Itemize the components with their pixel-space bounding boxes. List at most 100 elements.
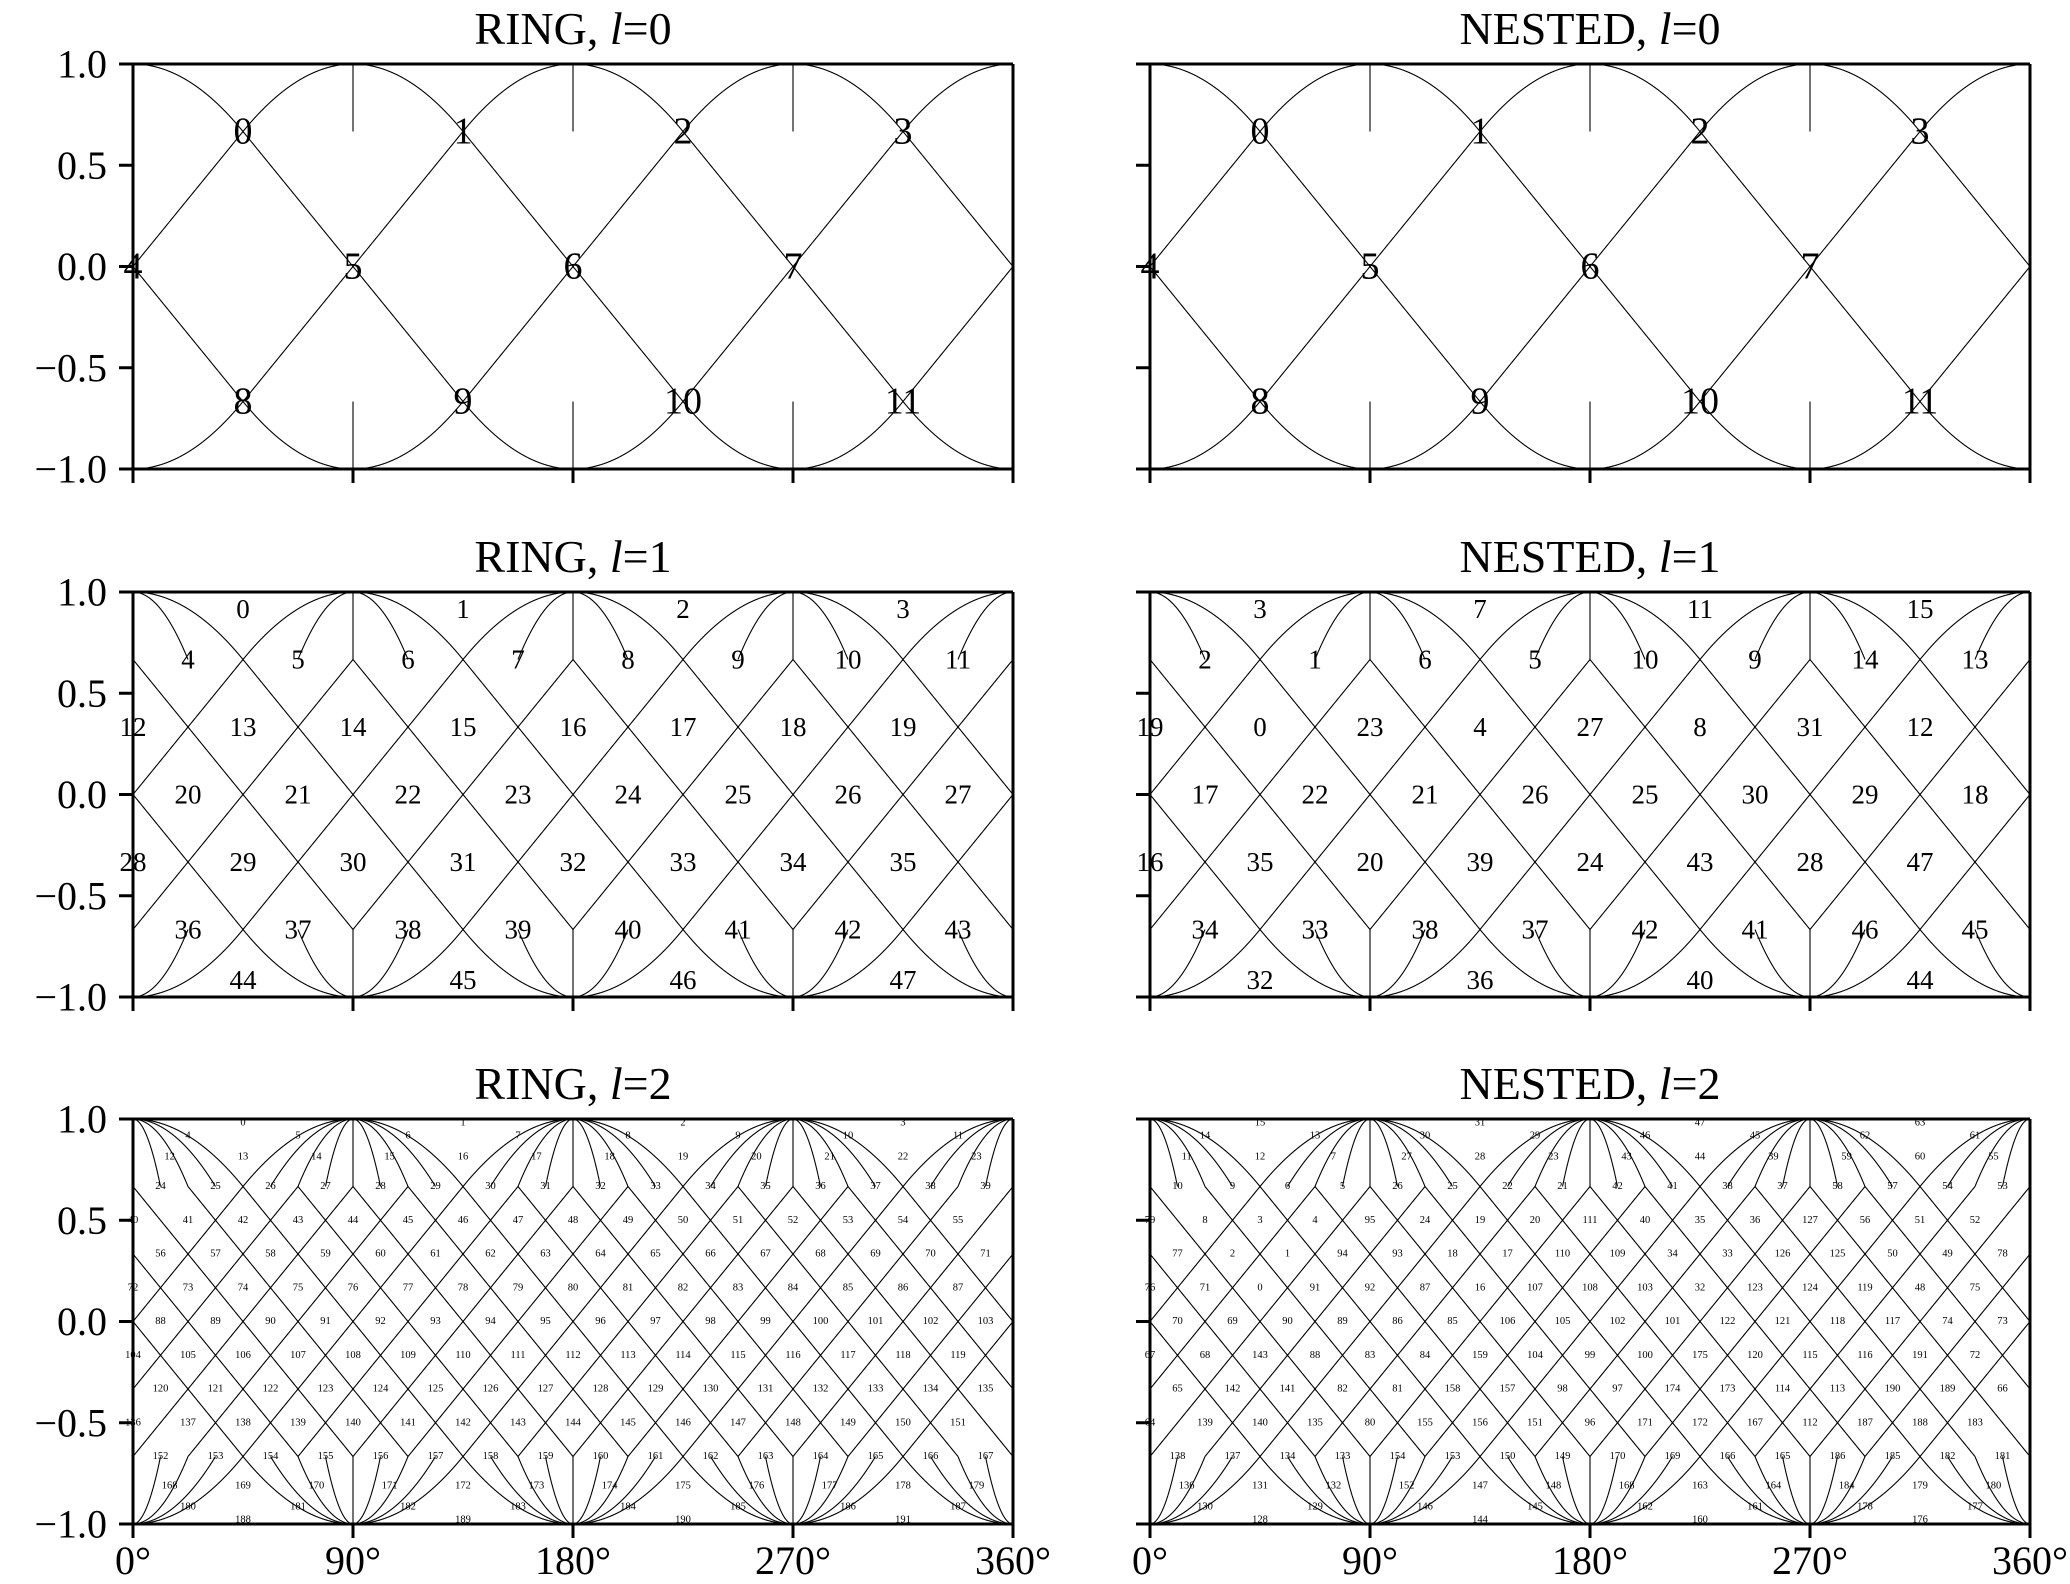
pixel-label: 120 bbox=[153, 1384, 169, 1395]
pixel-boundary bbox=[902, 1320, 1013, 1457]
pixel-boundary bbox=[1947, 1456, 2030, 1524]
pixel-label: 51 bbox=[733, 1215, 744, 1226]
pixel-label: 140 bbox=[1252, 1417, 1268, 1428]
pixel-label: 160 bbox=[1692, 1514, 1708, 1525]
pixel-label: 8 bbox=[625, 1130, 630, 1141]
pixel-label: 89 bbox=[1337, 1316, 1348, 1327]
pixel-label: 43 bbox=[945, 915, 972, 945]
pixel-boundary bbox=[1204, 1186, 1426, 1457]
pixel-label: 135 bbox=[1307, 1417, 1323, 1428]
pixel-boundary bbox=[1534, 929, 1591, 997]
pixel-boundary bbox=[792, 1119, 822, 1187]
pixel-label: 29 bbox=[230, 847, 257, 877]
pixel-boundary bbox=[957, 1456, 1013, 1524]
pixel-label: 87 bbox=[1420, 1282, 1431, 1293]
pixel-label: 50 bbox=[1887, 1249, 1898, 1260]
pixel-boundary bbox=[1589, 1456, 1619, 1524]
pixel-label: 183 bbox=[1967, 1417, 1983, 1428]
pixel-label: 73 bbox=[183, 1282, 194, 1293]
pixel-boundary bbox=[1259, 592, 1371, 660]
pixel-label: 68 bbox=[1200, 1350, 1211, 1361]
pixel-boundary bbox=[1534, 1456, 1591, 1524]
x-tick-label: 270° bbox=[755, 1538, 831, 1583]
pixel-label: 75 bbox=[293, 1282, 304, 1293]
pixel-label: 32 bbox=[1695, 1282, 1706, 1293]
pixel-boundary bbox=[792, 401, 904, 469]
pixel-label: 169 bbox=[1665, 1451, 1681, 1462]
pixel-label: 14 bbox=[340, 712, 368, 742]
pixel-label: 148 bbox=[785, 1417, 801, 1428]
pixel-label: 181 bbox=[1995, 1451, 2011, 1462]
pixel-boundary bbox=[242, 64, 354, 132]
pixel-label: 147 bbox=[730, 1417, 746, 1428]
pixel-label: 168 bbox=[162, 1481, 178, 1492]
pixel-label: 181 bbox=[290, 1502, 306, 1513]
pixel-boundary bbox=[1259, 1186, 1481, 1457]
pixel-boundaries bbox=[1150, 592, 2030, 997]
pixel-boundary bbox=[1150, 929, 1206, 997]
pixel-label: 56 bbox=[1860, 1215, 1871, 1226]
pixel-label: 5 bbox=[344, 246, 363, 288]
x-tick-label: 180° bbox=[535, 1538, 611, 1583]
pixel-label: 44 bbox=[348, 1215, 359, 1226]
pixel-label: 150 bbox=[895, 1417, 911, 1428]
pixel-label: 5 bbox=[1361, 246, 1380, 288]
pixel-boundary bbox=[1507, 1119, 1591, 1187]
pixel-boundary bbox=[1699, 592, 1811, 660]
pixel-label: 66 bbox=[1997, 1384, 2008, 1395]
pixel-boundary bbox=[242, 592, 354, 660]
pixel-label: 182 bbox=[400, 1502, 416, 1513]
pixel-boundary bbox=[1699, 1186, 1921, 1457]
pixel-boundary bbox=[1589, 1119, 1619, 1187]
pixel-label: 34 bbox=[1192, 915, 1220, 945]
pixel-boundaries bbox=[1150, 1119, 2030, 1524]
pixel-boundary bbox=[1589, 1456, 1646, 1524]
pixel-label: 47 bbox=[1907, 847, 1934, 877]
pixel-boundary bbox=[792, 1456, 822, 1524]
pixel-label: 151 bbox=[950, 1417, 966, 1428]
pixel-label: 23 bbox=[1548, 1151, 1559, 1162]
pixel-label: 29 bbox=[430, 1181, 441, 1192]
pixel-label: 179 bbox=[968, 1481, 984, 1492]
pixel-label: 3 bbox=[1257, 1215, 1262, 1226]
pixel-boundary bbox=[462, 131, 684, 402]
pixel-label: 44 bbox=[1695, 1151, 1706, 1162]
pixel-label: 171 bbox=[382, 1481, 398, 1492]
pixel-label: 27 bbox=[945, 780, 972, 810]
pixel-label: 20 bbox=[1357, 847, 1384, 877]
pixel-boundary bbox=[627, 1186, 849, 1457]
pixel-label: 48 bbox=[1915, 1282, 1926, 1293]
pixel-boundary bbox=[1534, 1186, 1756, 1457]
pixel-label: 60 bbox=[375, 1249, 386, 1260]
pixel-label: 11 bbox=[953, 1130, 963, 1141]
pixel-label: 108 bbox=[345, 1350, 361, 1361]
pixel-boundary bbox=[1259, 929, 1371, 997]
pixel-label: 47 bbox=[513, 1215, 524, 1226]
pixel-label: 40 bbox=[615, 915, 642, 945]
pixel-label: 108 bbox=[1582, 1282, 1598, 1293]
pixel-label: 10 bbox=[664, 381, 702, 423]
pixel-boundary bbox=[1919, 64, 2030, 132]
pixel-boundary bbox=[352, 1119, 382, 1187]
pixel-boundary bbox=[133, 401, 244, 469]
pixel-label: 46 bbox=[1640, 1130, 1651, 1141]
pixel-boundary bbox=[1150, 793, 1261, 930]
pixel-label: 3 bbox=[1253, 594, 1267, 624]
pixel-boundary bbox=[710, 1119, 794, 1187]
pixel-label: 143 bbox=[510, 1417, 526, 1428]
pixel-label: 59 bbox=[320, 1249, 331, 1260]
pixel-label: 92 bbox=[1365, 1282, 1376, 1293]
pixel-boundary bbox=[133, 929, 244, 997]
pixel-boundary bbox=[462, 1186, 684, 1457]
pixel-label: 152 bbox=[153, 1451, 169, 1462]
title-level-value: =1 bbox=[623, 531, 672, 582]
pixel-boundary bbox=[1699, 64, 1811, 132]
pixel-label: 126 bbox=[483, 1384, 499, 1395]
pixel-label: 71 bbox=[980, 1249, 991, 1260]
pixel-boundary bbox=[1809, 1119, 1893, 1187]
pixel-label: 106 bbox=[1500, 1316, 1516, 1327]
pixel-label: 172 bbox=[455, 1481, 471, 1492]
pixel-label: 0 bbox=[236, 594, 250, 624]
pixel-label: 129 bbox=[648, 1384, 664, 1395]
title-scheme: NESTED, bbox=[1459, 1058, 1658, 1109]
